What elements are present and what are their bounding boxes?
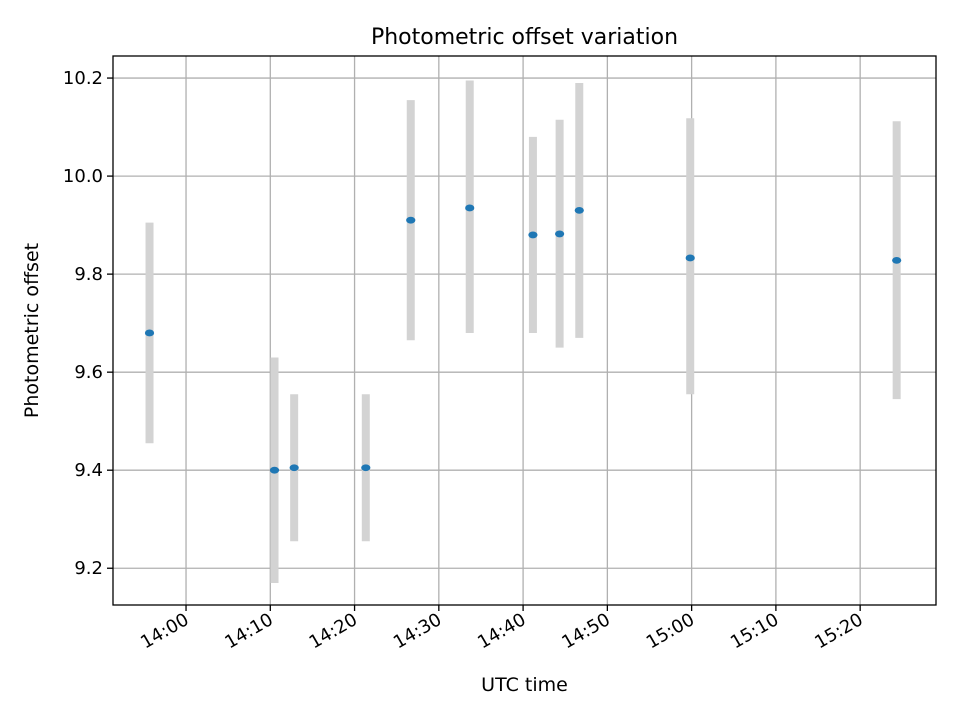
grid [113, 56, 936, 605]
data-point [465, 204, 475, 212]
x-tick-label: 15:20 [811, 609, 866, 653]
x-tick-label: 14:50 [558, 609, 613, 653]
y-tick-label: 9.8 [74, 264, 103, 285]
y-tick-label: 10.0 [63, 166, 103, 187]
data-point [685, 254, 695, 262]
chart-title: Photometric offset variation [371, 25, 678, 50]
y-axis-label: Photometric offset [21, 243, 43, 418]
x-tick-label: 15:00 [643, 609, 698, 653]
y-tick-label: 9.2 [74, 558, 103, 579]
x-tick-label: 14:10 [221, 609, 276, 653]
data-point [144, 329, 155, 337]
plot-area-frame [112, 55, 937, 606]
x-tick-label: 14:40 [474, 609, 529, 653]
data-point [528, 231, 538, 239]
data-point [892, 257, 902, 264]
y-tick-label: 9.4 [74, 460, 103, 481]
data-points [144, 204, 902, 474]
data-point [555, 230, 565, 238]
data-point [406, 216, 416, 224]
data-point [574, 207, 584, 214]
x-tick-label: 14:00 [137, 609, 192, 653]
y-tick-label: 9.6 [74, 362, 103, 383]
x-tick-label: 15:10 [727, 609, 782, 653]
y-tick-label: 10.2 [63, 68, 103, 89]
x-tick-label: 14:20 [306, 609, 361, 653]
data-point [361, 464, 371, 472]
x-axis: 14:00 14:10 14:20 14:30 14:40 14:50 15:00 15:10… [137, 605, 867, 653]
x-axis-label: UTC time [481, 674, 568, 696]
y-axis: 9.2 9.4 9.6 9.8 10.0 10.2 [63, 68, 113, 579]
x-tick-label: 14:30 [390, 609, 445, 653]
data-point [289, 464, 299, 472]
data-point [269, 466, 280, 474]
